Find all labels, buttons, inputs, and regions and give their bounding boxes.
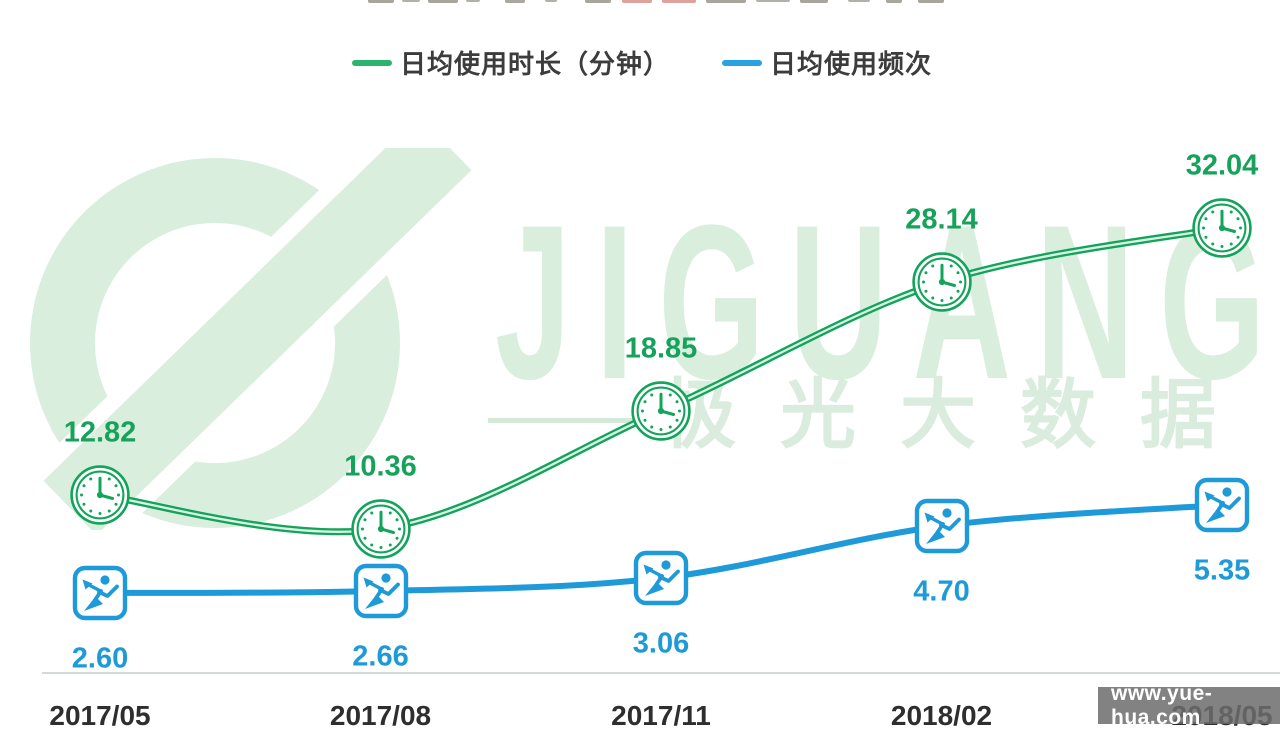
clock-marker-icon bbox=[1191, 197, 1253, 259]
data-label-duration: 10.36 bbox=[344, 450, 417, 483]
watermark-dash bbox=[488, 418, 638, 423]
x-axis-line bbox=[42, 672, 1280, 674]
runner-marker-icon bbox=[1194, 477, 1250, 533]
legend-label-duration: 日均使用时长（分钟） bbox=[400, 49, 671, 79]
clock-marker-icon bbox=[630, 380, 692, 442]
data-label-duration: 32.04 bbox=[1185, 149, 1259, 182]
clipped-title-remnants bbox=[0, 0, 1280, 8]
data-label-duration: 18.85 bbox=[624, 332, 698, 365]
x-axis-label: 2017/08 bbox=[329, 700, 432, 731]
runner-marker-icon bbox=[353, 563, 409, 619]
data-label-frequency: 4.70 bbox=[913, 575, 970, 608]
x-axis-label: 2017/05 bbox=[49, 700, 151, 731]
legend-swatch-frequency-icon bbox=[722, 59, 763, 66]
clock-marker-icon bbox=[911, 251, 973, 313]
runner-marker-icon bbox=[633, 550, 689, 606]
legend-swatch-duration-icon bbox=[352, 59, 392, 66]
source-watermark-badge: www.yue-hua.com bbox=[1098, 682, 1280, 729]
legend-label-frequency: 日均使用频次 bbox=[770, 49, 933, 79]
legend-item-duration[interactable]: 日均使用时长（分钟） bbox=[352, 44, 670, 81]
data-label-frequency: 3.06 bbox=[632, 627, 690, 660]
x-axis-label: 2018/02 bbox=[890, 700, 993, 731]
watermark-brand-cjk: 极光大数据 bbox=[660, 373, 1260, 458]
source-watermark-text: www.yue-hua.com bbox=[1111, 681, 1213, 729]
x-axis-label: 2017/11 bbox=[611, 700, 711, 731]
data-label-frequency: 2.60 bbox=[71, 642, 129, 675]
data-label-duration: 12.82 bbox=[63, 416, 137, 449]
legend-item-frequency[interactable]: 日均使用频次 bbox=[722, 44, 932, 81]
runner-marker-icon bbox=[72, 565, 128, 621]
chart-legend: 日均使用时长（分钟） 日均使用频次 bbox=[352, 44, 932, 81]
data-label-duration: 28.14 bbox=[905, 203, 978, 236]
data-label-frequency: 5.35 bbox=[1193, 554, 1251, 587]
clock-marker-icon bbox=[69, 464, 131, 526]
clock-marker-icon bbox=[350, 498, 412, 560]
jiguang-logo-icon bbox=[30, 148, 483, 530]
runner-marker-icon bbox=[914, 498, 970, 554]
data-label-frequency: 2.66 bbox=[352, 640, 409, 673]
